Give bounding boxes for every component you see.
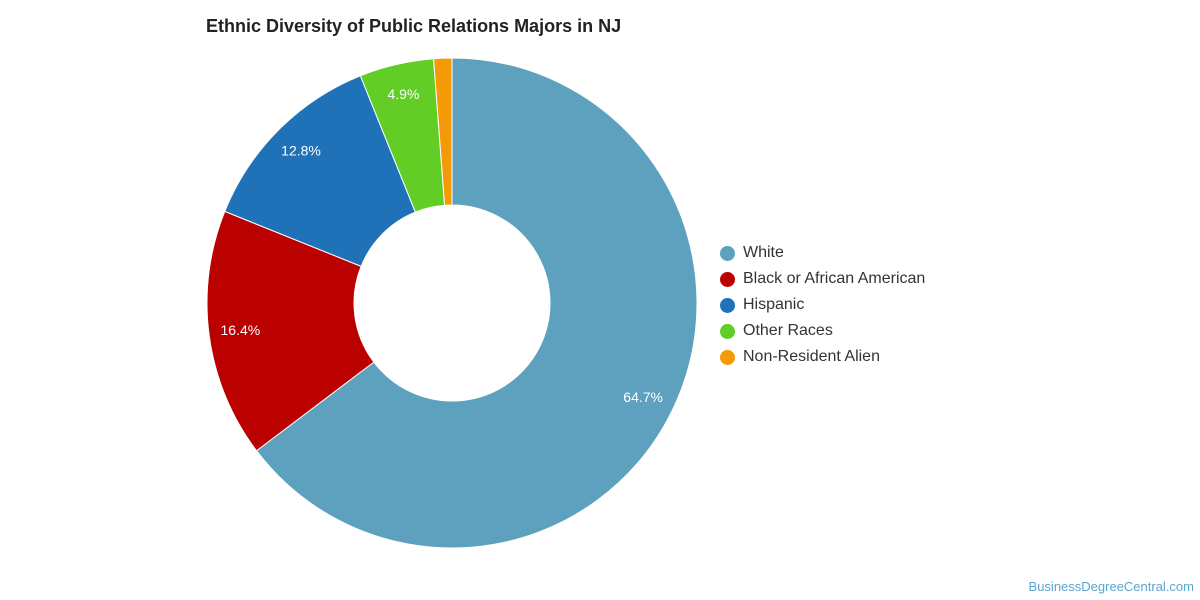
legend-item[interactable]: Other Races: [720, 318, 925, 344]
legend-swatch: [720, 323, 735, 339]
donut-slice-white[interactable]: [255, 57, 698, 549]
legend-item[interactable]: Hispanic: [720, 292, 925, 318]
slice-data-label: 16.4%: [221, 322, 261, 338]
donut-slice-hispanic[interactable]: [224, 75, 417, 268]
legend-label: Hispanic: [743, 296, 805, 313]
legend-label: White: [743, 244, 784, 261]
legend-swatch: [720, 271, 735, 287]
legend-swatch: [720, 349, 735, 365]
slice-data-label: 12.8%: [281, 143, 321, 159]
legend-item[interactable]: Black or African American: [720, 266, 925, 292]
legend-label: Non-Resident Alien: [743, 348, 880, 365]
legend-label: Black or African American: [743, 270, 926, 287]
slice-data-label: 4.9%: [388, 86, 420, 102]
legend-item[interactable]: Non-Resident Alien: [720, 344, 925, 370]
donut-slice-non-resident-alien[interactable]: [433, 57, 453, 206]
legend-label: Other Races: [743, 322, 833, 339]
legend-swatch: [720, 245, 735, 261]
donut-slice-black-or-african-american[interactable]: [206, 210, 375, 452]
watermark-link[interactable]: BusinessDegreeCentral.com: [1028, 579, 1194, 594]
legend-swatch: [720, 297, 735, 313]
chart-title: Ethnic Diversity of Public Relations Maj…: [206, 16, 622, 36]
legend-item[interactable]: White: [720, 240, 925, 266]
chart-legend: White Black or African American Hispanic Ot…: [720, 240, 925, 370]
slice-data-label: 64.7%: [623, 389, 663, 405]
